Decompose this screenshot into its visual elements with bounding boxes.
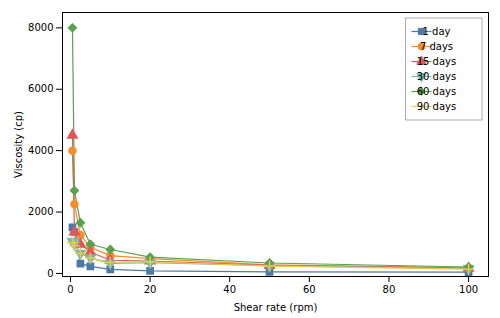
svg-text:Shear rate (rpm): Shear rate (rpm) <box>234 302 318 313</box>
svg-text:60 days: 60 days <box>417 86 457 97</box>
svg-text:30 days: 30 days <box>417 71 457 82</box>
svg-text:0: 0 <box>67 284 73 295</box>
svg-text:40: 40 <box>223 284 236 295</box>
svg-text:Viscosity (cp): Viscosity (cp) <box>13 111 24 178</box>
svg-text:100: 100 <box>459 284 478 295</box>
svg-text:6000: 6000 <box>28 83 53 94</box>
svg-text:7 days: 7 days <box>420 41 453 52</box>
svg-text:15 days: 15 days <box>417 56 457 67</box>
svg-text:0: 0 <box>47 268 53 279</box>
svg-text:90 days: 90 days <box>417 101 457 112</box>
svg-text:60: 60 <box>303 284 316 295</box>
svg-text:2000: 2000 <box>28 206 53 217</box>
svg-text:20: 20 <box>144 284 157 295</box>
svg-text:80: 80 <box>383 284 396 295</box>
svg-text:8000: 8000 <box>28 22 53 33</box>
svg-text:1 day: 1 day <box>423 26 451 37</box>
svg-text:4000: 4000 <box>28 145 53 156</box>
